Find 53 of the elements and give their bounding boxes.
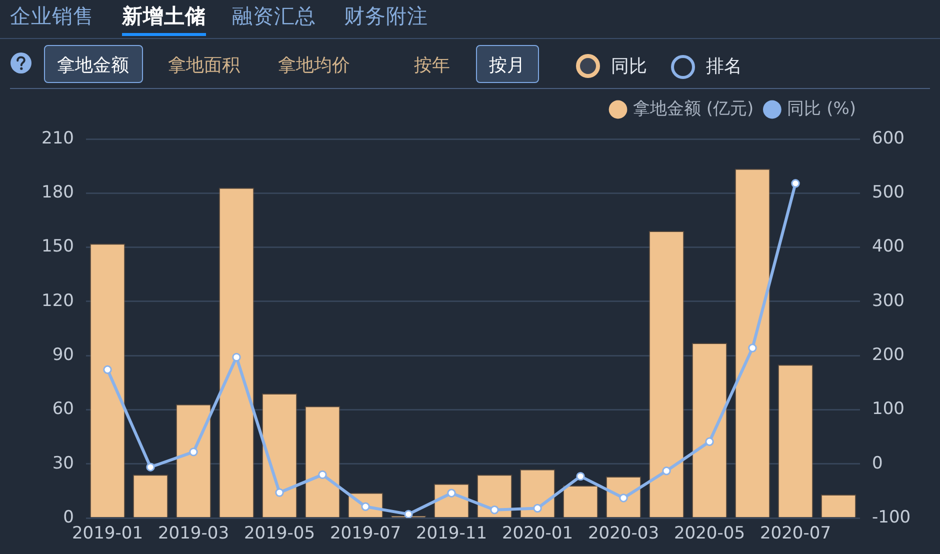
point bbox=[748, 344, 757, 352]
text: 企业销售 bbox=[10, 3, 94, 29]
text: 拿地均价 bbox=[278, 55, 350, 77]
point bbox=[533, 504, 542, 513]
x-tick-label: 2019-01 bbox=[72, 524, 144, 544]
legend-label: 同比 (%) bbox=[787, 98, 856, 119]
y2-tick-label: -100 bbox=[872, 507, 911, 528]
y2-tick-label: 500 bbox=[872, 182, 904, 203]
x-tick-label: 2019-11 bbox=[416, 524, 488, 544]
x-tick-label: 2020-03 bbox=[588, 524, 660, 544]
y2-tick-label: 200 bbox=[872, 344, 904, 365]
y2-tick-label: 400 bbox=[872, 236, 904, 257]
point bbox=[662, 466, 671, 476]
y-tick-label: 60 bbox=[52, 399, 74, 420]
y2-tick-label: 100 bbox=[872, 399, 904, 420]
y2-tick-label: 600 bbox=[872, 128, 904, 148]
point bbox=[447, 488, 456, 498]
text: 按月 bbox=[489, 55, 525, 77]
text: 拿地面积 bbox=[168, 55, 240, 77]
point bbox=[619, 494, 628, 502]
y-tick-label: 150 bbox=[42, 236, 74, 257]
legend-label: 拿地金额 (亿元) bbox=[633, 98, 754, 119]
x-tick-label: 2019-03 bbox=[158, 524, 230, 544]
text: 新增土储 bbox=[122, 3, 206, 29]
point bbox=[791, 179, 800, 188]
x-tick-label: 2019-07 bbox=[330, 524, 402, 544]
y2-tick-label: 300 bbox=[872, 290, 904, 311]
point bbox=[275, 488, 284, 497]
text: 财务附注 bbox=[344, 3, 428, 29]
y-tick-label: 120 bbox=[42, 290, 74, 311]
y-tick-label: 90 bbox=[52, 344, 74, 365]
y2-tick-label: 0 bbox=[872, 453, 883, 474]
text: 拿地金额 bbox=[57, 55, 129, 77]
point bbox=[576, 472, 585, 481]
y-tick-label: 180 bbox=[42, 182, 74, 203]
x-tick-label: 2020-05 bbox=[674, 524, 746, 544]
point bbox=[189, 448, 198, 456]
text: 排名 bbox=[706, 56, 742, 78]
point bbox=[318, 470, 327, 480]
x-tick-label: 2020-01 bbox=[502, 524, 574, 544]
x-tick-label: 2020-07 bbox=[760, 524, 832, 544]
point bbox=[404, 510, 413, 518]
point bbox=[146, 462, 155, 472]
x-tick-label: 2019-05 bbox=[244, 524, 316, 544]
y-tick-label: 30 bbox=[52, 453, 74, 474]
point bbox=[103, 365, 112, 374]
text: 融资汇总 bbox=[232, 3, 316, 29]
point bbox=[705, 437, 714, 446]
y-tick-label: 210 bbox=[42, 128, 74, 148]
y-tick-label: 0 bbox=[63, 507, 74, 528]
point bbox=[490, 506, 499, 514]
text: 同比 bbox=[611, 56, 647, 78]
text: 按年 bbox=[414, 55, 450, 77]
